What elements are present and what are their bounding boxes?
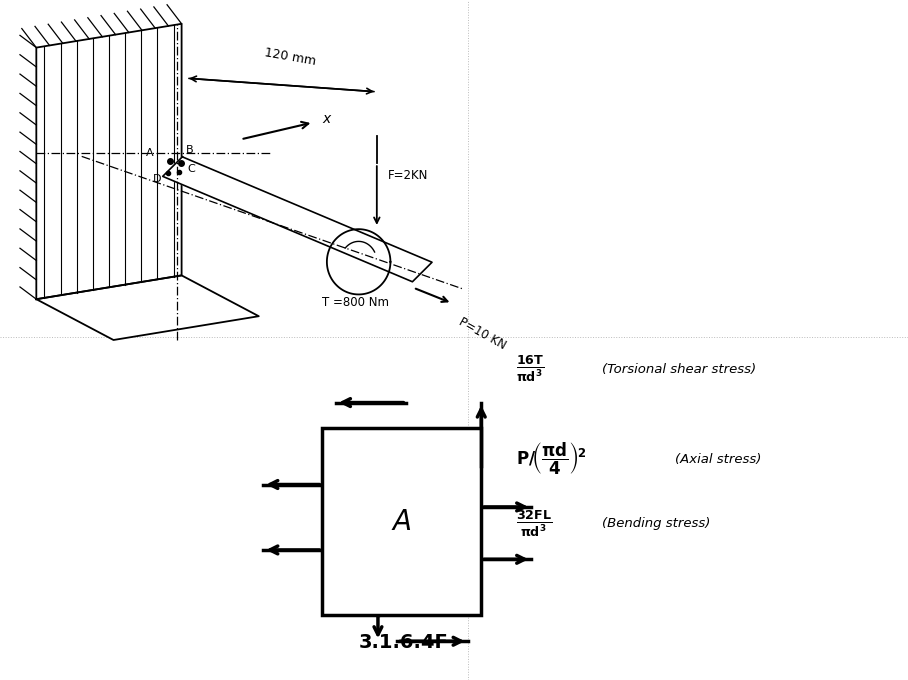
Text: T =800 Nm: T =800 Nm bbox=[322, 296, 390, 309]
Text: C: C bbox=[188, 164, 195, 174]
Text: (Axial stress): (Axial stress) bbox=[675, 452, 761, 466]
Text: 3.1.6.4F: 3.1.6.4F bbox=[360, 633, 449, 652]
Text: (Torsional shear stress): (Torsional shear stress) bbox=[602, 362, 756, 376]
Text: D: D bbox=[153, 173, 162, 184]
Text: x: x bbox=[322, 112, 331, 126]
Polygon shape bbox=[163, 157, 432, 282]
Text: (Bending stress): (Bending stress) bbox=[602, 517, 710, 530]
Text: A: A bbox=[146, 148, 153, 158]
Bar bbox=[322, 428, 481, 615]
Text: $\mathbf{\frac{16T}{\pi d^3}}$: $\mathbf{\frac{16T}{\pi d^3}}$ bbox=[516, 354, 544, 384]
Text: F=2KN: F=2KN bbox=[388, 169, 428, 182]
Polygon shape bbox=[36, 275, 259, 340]
Text: 120 mm: 120 mm bbox=[264, 46, 317, 68]
Text: $\mathbf{P/\!\left(\dfrac{\pi d}{4}\right)^{\!2}}$: $\mathbf{P/\!\left(\dfrac{\pi d}{4}\righ… bbox=[516, 441, 586, 477]
Text: B: B bbox=[186, 145, 193, 155]
Polygon shape bbox=[36, 24, 182, 299]
Text: $\mathbf{\frac{32FL}{\pi d^3}}$: $\mathbf{\frac{32FL}{\pi d^3}}$ bbox=[516, 509, 552, 539]
Text: A: A bbox=[392, 508, 411, 536]
Text: P=10 KN: P=10 KN bbox=[457, 316, 508, 352]
